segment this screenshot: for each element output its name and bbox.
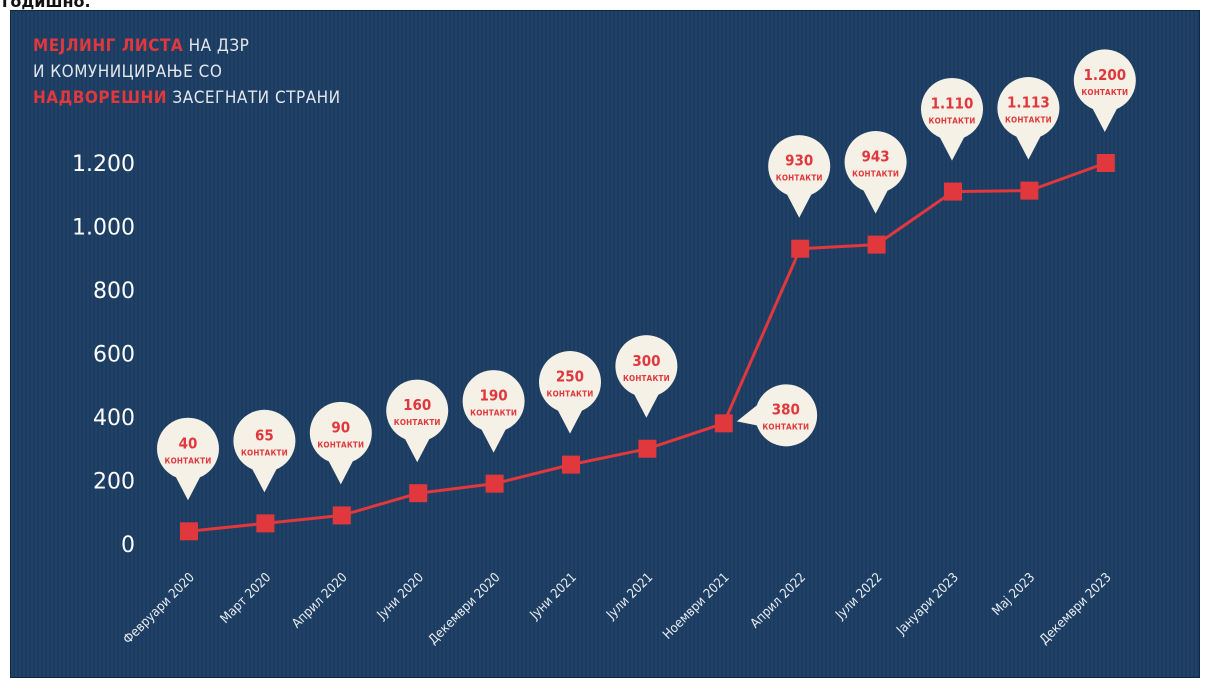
data-label-value: 160 bbox=[403, 396, 431, 414]
data-point bbox=[180, 522, 198, 541]
data-point bbox=[714, 414, 733, 433]
data-label-unit: КОНТАКТИ bbox=[470, 409, 517, 418]
data-labels: 40 КОНТАКТИ 65 КОНТАКТИ 90 КОНТАКТИ 160 КОНТАКТ… bbox=[157, 49, 1136, 501]
pin-shape bbox=[157, 417, 219, 501]
data-label-value: 250 bbox=[556, 368, 584, 386]
x-tick-label: Април 2020 bbox=[289, 570, 350, 631]
pin-shape bbox=[768, 135, 831, 218]
data-label-pin: 300 КОНТАКТИ bbox=[615, 335, 678, 418]
data-label-unit: КОНТАКТИ bbox=[241, 448, 288, 457]
data-label-pin: 1.200 КОНТАКТИ bbox=[1073, 49, 1136, 132]
y-tick-label: 1.200 bbox=[72, 152, 135, 177]
y-tick-label: 1.000 bbox=[72, 216, 135, 241]
y-tick-label: 0 bbox=[121, 533, 135, 558]
data-label-pin: 90 КОНТАКТИ bbox=[309, 401, 372, 485]
x-tick-label: Јануари 2023 bbox=[893, 570, 961, 638]
y-axis: 0 200 400 600 800 1.000 1.200 bbox=[72, 152, 135, 558]
data-label-value: 943 bbox=[862, 148, 890, 166]
data-label-value: 90 bbox=[331, 418, 350, 436]
x-tick-label: Март 2020 bbox=[218, 570, 275, 627]
line-chart: 0 200 400 600 800 1.000 1.200 40 КОНТАКТИ 65 КОНТА… bbox=[72, 49, 1136, 648]
pin-shape bbox=[921, 77, 983, 161]
data-label-unit: КОНТАКТИ bbox=[317, 440, 364, 449]
data-label-unit: КОНТАКТИ bbox=[165, 456, 212, 465]
pin-shape bbox=[233, 409, 296, 493]
data-point bbox=[944, 182, 962, 201]
pin-shape bbox=[539, 351, 601, 434]
data-label-unit: КОНТАКТИ bbox=[547, 390, 594, 399]
title-line-2: и комуницирање со bbox=[33, 62, 223, 82]
data-label-unit: КОНТАКТИ bbox=[623, 374, 670, 383]
data-label-pin: 1.110 КОНТАКТИ bbox=[921, 77, 983, 161]
pin-shape bbox=[844, 131, 907, 214]
data-point bbox=[638, 439, 657, 458]
x-tick-label: Декември 2020 bbox=[426, 570, 504, 648]
data-label-value: 40 bbox=[179, 434, 198, 452]
data-point bbox=[332, 506, 351, 525]
data-label-pin: 943 КОНТАКТИ bbox=[844, 131, 907, 214]
data-label-pin: 250 КОНТАКТИ bbox=[539, 351, 601, 434]
data-label-unit: КОНТАКТИ bbox=[762, 422, 809, 431]
x-tick-label: Јули 2021 bbox=[603, 570, 656, 623]
data-point bbox=[485, 474, 504, 493]
data-label-pin: 380 КОНТАКТИ bbox=[736, 384, 818, 447]
data-label-unit: КОНТАКТИ bbox=[929, 117, 976, 126]
data-label-pin: 65 КОНТАКТИ bbox=[233, 409, 296, 493]
x-tick-label: Април 2022 bbox=[748, 570, 809, 631]
y-tick-label: 200 bbox=[93, 470, 135, 495]
x-axis: Февруари 2020 Март 2020 Април 2020 Јуни 202… bbox=[121, 570, 1115, 648]
data-point bbox=[256, 514, 275, 533]
data-point bbox=[1020, 181, 1039, 200]
x-tick-label: Мај 2023 bbox=[989, 570, 1038, 619]
data-point bbox=[1096, 154, 1115, 172]
x-tick-label: Ноември 2021 bbox=[660, 570, 732, 642]
data-label-value: 1.200 bbox=[1083, 66, 1126, 84]
data-point bbox=[867, 235, 886, 254]
chart-title: Мејлинг листа на ДЗР и комуницирање со н… bbox=[33, 33, 341, 111]
data-point bbox=[791, 239, 810, 258]
title-line-1: Мејлинг листа на ДЗР bbox=[33, 36, 250, 56]
x-tick-label: Јули 2022 bbox=[832, 570, 885, 623]
title-line-3: надворешни засегнати страни bbox=[33, 88, 341, 108]
data-label-pin: 190 КОНТАКТИ bbox=[462, 370, 525, 453]
x-tick-label: Февруари 2020 bbox=[121, 570, 198, 647]
data-label-value: 300 bbox=[632, 352, 660, 370]
pin-shape bbox=[462, 370, 525, 453]
y-tick-label: 400 bbox=[93, 406, 135, 431]
pin-shape bbox=[386, 379, 449, 463]
pin-shape bbox=[1073, 49, 1136, 132]
data-label-pin: 1.113 КОНТАКТИ bbox=[997, 77, 1060, 160]
x-tick-label: Јуни 2021 bbox=[527, 570, 580, 623]
data-label-value: 930 bbox=[785, 152, 813, 170]
y-tick-label: 600 bbox=[93, 343, 135, 368]
pin-shape bbox=[615, 335, 678, 418]
data-label-value: 65 bbox=[255, 426, 274, 444]
chart-panel: Мејлинг листа на ДЗР и комуницирање со н… bbox=[10, 10, 1200, 678]
data-label-unit: КОНТАКТИ bbox=[394, 418, 441, 427]
markers bbox=[180, 154, 1115, 541]
data-point bbox=[409, 484, 428, 503]
y-tick-label: 800 bbox=[93, 279, 135, 304]
data-label-value: 380 bbox=[772, 400, 800, 418]
data-label-unit: КОНТАКТИ bbox=[852, 170, 899, 179]
pin-shape bbox=[736, 384, 818, 447]
data-label-pin: 930 КОНТАКТИ bbox=[768, 135, 831, 218]
x-tick-label: Декември 2023 bbox=[1037, 570, 1115, 648]
data-label-unit: КОНТАКТИ bbox=[776, 174, 823, 183]
pin-shape bbox=[309, 401, 372, 485]
data-point bbox=[562, 455, 580, 474]
data-label-pin: 160 КОНТАКТИ bbox=[386, 379, 449, 463]
data-label-value: 1.110 bbox=[931, 95, 974, 113]
data-label-pin: 40 КОНТАКТИ bbox=[157, 417, 219, 501]
data-label-unit: КОНТАКТИ bbox=[1005, 116, 1052, 125]
top-cropped-text: годишно. bbox=[0, 0, 1209, 12]
data-label-value: 1.113 bbox=[1007, 94, 1050, 112]
x-tick-label: Јуни 2020 bbox=[374, 570, 427, 623]
pin-shape bbox=[997, 77, 1060, 160]
data-label-value: 190 bbox=[480, 387, 508, 405]
data-label-unit: КОНТАКТИ bbox=[1081, 88, 1128, 97]
